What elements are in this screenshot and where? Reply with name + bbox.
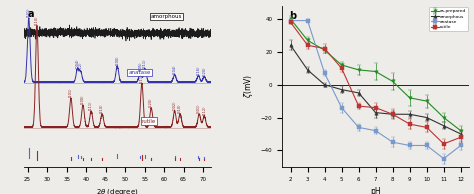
Text: (204): (204): [173, 64, 177, 74]
Text: a: a: [27, 9, 34, 19]
Text: (310): (310): [178, 104, 182, 113]
Text: (116): (116): [196, 65, 201, 75]
Text: (111): (111): [89, 101, 93, 110]
Text: (200): (200): [115, 56, 119, 65]
Text: (112): (112): [202, 106, 206, 115]
Text: (101): (101): [27, 8, 31, 17]
Text: (211): (211): [143, 59, 147, 68]
Text: (220): (220): [202, 67, 206, 76]
Text: (004): (004): [75, 59, 80, 68]
X-axis label: pH: pH: [370, 187, 381, 194]
Text: anatase: anatase: [128, 70, 151, 75]
X-axis label: 2$\theta$ (degree): 2$\theta$ (degree): [96, 187, 138, 194]
Text: (301): (301): [197, 104, 201, 113]
Text: b: b: [290, 11, 297, 21]
Legend: as-prepared, amorphous, anatase, rutile: as-prepared, amorphous, anatase, rutile: [429, 7, 468, 31]
Text: (220): (220): [149, 98, 153, 107]
Text: (110): (110): [35, 15, 39, 25]
Text: amorphous: amorphous: [151, 14, 182, 19]
Y-axis label: $\zeta$(mV): $\zeta$(mV): [242, 74, 255, 98]
Text: (200): (200): [81, 95, 85, 104]
Text: (211): (211): [140, 73, 144, 83]
Text: (002): (002): [173, 101, 177, 110]
Text: (210): (210): [100, 104, 104, 113]
Text: rutile: rutile: [142, 119, 156, 124]
Text: (101): (101): [69, 88, 73, 97]
Text: (105): (105): [138, 62, 142, 71]
Text: (112): (112): [79, 62, 82, 71]
